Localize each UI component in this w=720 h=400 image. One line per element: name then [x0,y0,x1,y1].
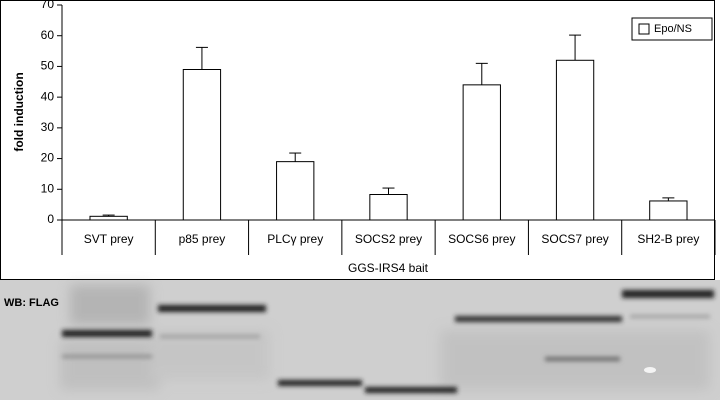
x-tick-label: p85 prey [179,232,226,246]
bar [555,59,595,221]
y-tick-label: 70 [41,0,55,11]
bar [369,194,408,221]
y-tick-label: 60 [41,28,55,42]
legend-frame [631,17,713,41]
bar [649,200,688,221]
bar [462,84,501,221]
legend-label: Epo/NS [654,23,692,35]
chart-frame [0,0,715,280]
y-tick-label: 0 [47,212,54,226]
y-tick-label: 40 [41,89,55,103]
y-axis-title: fold induction [12,72,26,151]
x-tick-label: SOCS2 prey [355,232,422,246]
y-tick-label: 20 [41,151,55,165]
x-tick-label: SOCS6 prey [448,232,515,246]
x-axis-title: GGS-IRS4 bait [348,261,429,275]
x-tick-label: SH2-B prey [637,232,699,246]
bar [89,215,128,221]
x-tick-label: PLCγ prey [267,232,323,246]
bar [182,69,222,221]
bar [276,161,315,221]
legend-swatch [638,23,650,35]
y-tick-label: 50 [41,59,55,73]
x-tick-label: SOCS7 prey [541,232,608,246]
x-tick-label: SVT prey [84,232,134,246]
blot-label: WB: FLAG [4,297,59,309]
y-tick-label: 30 [41,120,55,134]
y-tick-label: 10 [41,181,55,195]
blot [0,280,720,400]
